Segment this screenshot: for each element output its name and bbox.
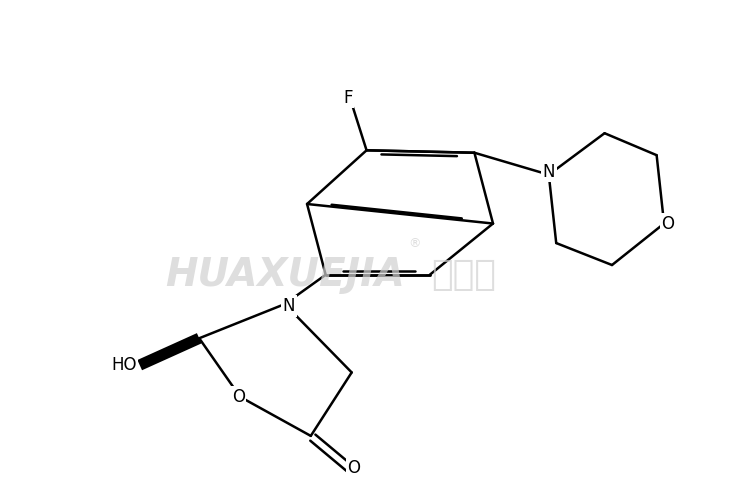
Text: O: O (232, 388, 245, 406)
Text: F: F (343, 89, 353, 107)
Text: N: N (542, 163, 555, 181)
Text: ®: ® (408, 237, 421, 249)
Text: HUAXUEJIA: HUAXUEJIA (165, 256, 405, 294)
Text: 化学加: 化学加 (431, 258, 496, 292)
Text: O: O (347, 459, 361, 477)
Text: O: O (661, 215, 675, 233)
Text: N: N (283, 297, 295, 315)
Text: HO: HO (111, 356, 137, 374)
